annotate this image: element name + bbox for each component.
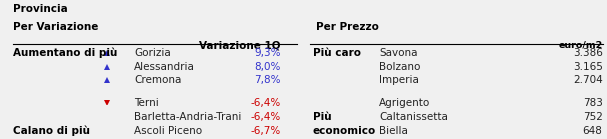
Text: Biella: Biella	[379, 126, 408, 136]
Text: Bolzano: Bolzano	[379, 62, 421, 72]
Text: -6,4%: -6,4%	[250, 112, 280, 122]
Text: -6,7%: -6,7%	[250, 126, 280, 136]
Text: -6,4%: -6,4%	[250, 99, 280, 108]
Text: Savona: Savona	[379, 48, 418, 58]
Text: 783: 783	[583, 99, 603, 108]
Text: Imperia: Imperia	[379, 75, 419, 85]
Text: Ascoli Piceno: Ascoli Piceno	[134, 126, 203, 136]
Text: Agrigento: Agrigento	[379, 99, 430, 108]
Text: 9,3%: 9,3%	[254, 48, 280, 58]
Text: 752: 752	[583, 112, 603, 122]
Text: Più caro: Più caro	[313, 48, 361, 58]
Text: 2.704: 2.704	[573, 75, 603, 85]
Text: Gorizia: Gorizia	[134, 48, 171, 58]
Text: Calano di più: Calano di più	[13, 126, 90, 136]
Text: 3.386: 3.386	[573, 48, 603, 58]
Text: 7,8%: 7,8%	[254, 75, 280, 85]
Text: euro/m2: euro/m2	[558, 40, 603, 49]
Text: 8,0%: 8,0%	[254, 62, 280, 72]
Text: Terni: Terni	[134, 99, 159, 108]
Text: Provincia: Provincia	[13, 4, 68, 14]
Text: Più: Più	[313, 112, 331, 122]
Text: 3.165: 3.165	[573, 62, 603, 72]
Text: Variazione 1Q: Variazione 1Q	[199, 40, 280, 50]
Text: Caltanissetta: Caltanissetta	[379, 112, 448, 122]
Text: economico: economico	[313, 126, 376, 136]
Text: Alessandria: Alessandria	[134, 62, 195, 72]
Text: Cremona: Cremona	[134, 75, 181, 85]
Text: Aumentano di più: Aumentano di più	[13, 47, 118, 58]
Text: 648: 648	[583, 126, 603, 136]
Text: Barletta-Andria-Trani: Barletta-Andria-Trani	[134, 112, 242, 122]
Text: Per Variazione: Per Variazione	[13, 22, 99, 32]
Text: Per Prezzo: Per Prezzo	[316, 22, 378, 32]
